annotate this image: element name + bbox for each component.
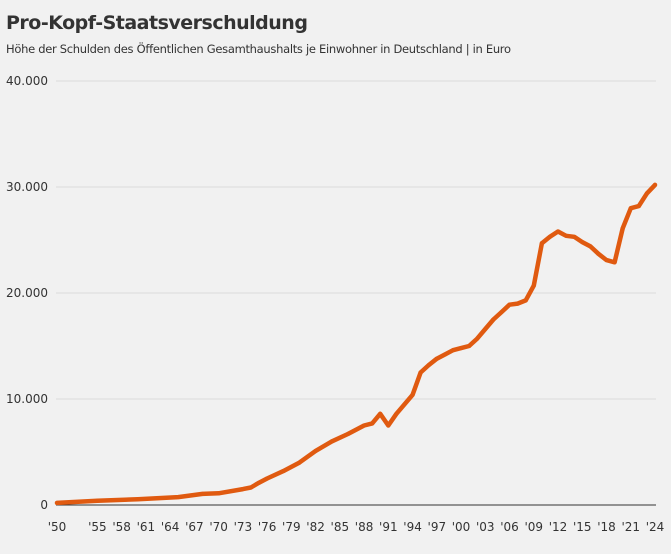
- data-point: [265, 476, 270, 481]
- y-tick-label: 40.000: [6, 74, 48, 88]
- data-point: [644, 191, 649, 196]
- data-point: [200, 491, 205, 496]
- x-tick-label: '67: [185, 520, 204, 534]
- data-point: [386, 423, 391, 428]
- chart-title: Pro-Kopf-Staatsverschuldung: [6, 12, 308, 34]
- x-tick-label: '88: [355, 520, 374, 534]
- data-point: [653, 182, 657, 187]
- data-point: [281, 469, 286, 474]
- x-tick-label: '94: [403, 520, 422, 534]
- x-tick-label: '03: [476, 520, 495, 534]
- x-tick-label: '58: [112, 520, 131, 534]
- data-point: [547, 234, 552, 239]
- x-tick-label: '24: [646, 520, 665, 534]
- data-point: [499, 310, 504, 315]
- x-tick-label: '00: [452, 520, 471, 534]
- y-tick-label: 30.000: [6, 180, 48, 194]
- data-point: [636, 204, 641, 209]
- x-tick-label: '91: [379, 520, 398, 534]
- data-point: [55, 500, 59, 505]
- chart-subtitle: Höhe der Schulden des Öffentlichen Gesam…: [6, 42, 511, 56]
- x-tick-label: '73: [234, 520, 253, 534]
- x-tick-label: '70: [209, 520, 228, 534]
- data-point: [362, 423, 367, 428]
- x-tick-label: '18: [597, 520, 616, 534]
- data-point: [297, 460, 302, 465]
- debt-per-capita-line: [54, 182, 658, 506]
- data-point: [531, 283, 536, 288]
- data-point: [620, 226, 625, 231]
- x-tick-label: '50: [48, 520, 67, 534]
- data-point: [329, 439, 334, 444]
- x-tick-label: '12: [549, 520, 568, 534]
- data-point: [572, 234, 577, 239]
- x-tick-label: '09: [524, 520, 543, 534]
- data-point: [588, 244, 593, 249]
- data-point: [580, 240, 585, 245]
- data-point: [459, 346, 464, 351]
- data-point: [450, 348, 455, 353]
- data-point: [135, 497, 140, 502]
- data-point: [248, 485, 253, 490]
- data-point: [564, 233, 569, 238]
- x-tick-label: '97: [428, 520, 447, 534]
- data-point: [491, 317, 496, 322]
- data-point: [418, 370, 423, 375]
- data-point: [604, 258, 609, 263]
- data-point: [483, 327, 488, 332]
- data-point: [394, 411, 399, 416]
- data-point: [467, 344, 472, 348]
- data-point: [426, 363, 431, 368]
- data-point: [313, 448, 318, 453]
- x-tick-label: '85: [331, 520, 350, 534]
- data-point: [475, 336, 480, 341]
- y-tick-label: 10.000: [6, 392, 48, 406]
- x-tick-label: '06: [500, 520, 519, 534]
- data-point: [176, 495, 181, 500]
- data-point: [240, 487, 245, 492]
- data-point: [402, 402, 407, 407]
- data-point: [95, 498, 100, 503]
- data-point: [370, 421, 375, 426]
- x-tick-label: '82: [306, 520, 325, 534]
- data-point: [628, 206, 633, 211]
- data-point: [434, 356, 439, 361]
- data-point: [345, 431, 350, 436]
- data-point: [556, 229, 561, 234]
- data-point: [442, 352, 447, 357]
- data-point: [410, 392, 415, 397]
- x-tick-label: '15: [573, 520, 592, 534]
- x-tick-label: '79: [282, 520, 301, 534]
- x-tick-label: '76: [258, 520, 277, 534]
- data-point: [515, 301, 520, 306]
- y-tick-label: 0: [40, 498, 48, 512]
- data-point: [596, 251, 601, 256]
- data-point: [612, 260, 617, 265]
- data-point: [257, 480, 262, 485]
- data-point: [216, 491, 221, 496]
- x-tick-label: '61: [137, 520, 156, 534]
- x-tick-label: '55: [88, 520, 107, 534]
- x-tick-label: '64: [161, 520, 180, 534]
- data-point: [378, 411, 383, 416]
- data-point: [507, 302, 512, 307]
- y-tick-label: 20.000: [6, 286, 48, 300]
- data-point: [539, 241, 544, 246]
- data-point: [523, 298, 528, 303]
- x-tick-label: '21: [621, 520, 640, 534]
